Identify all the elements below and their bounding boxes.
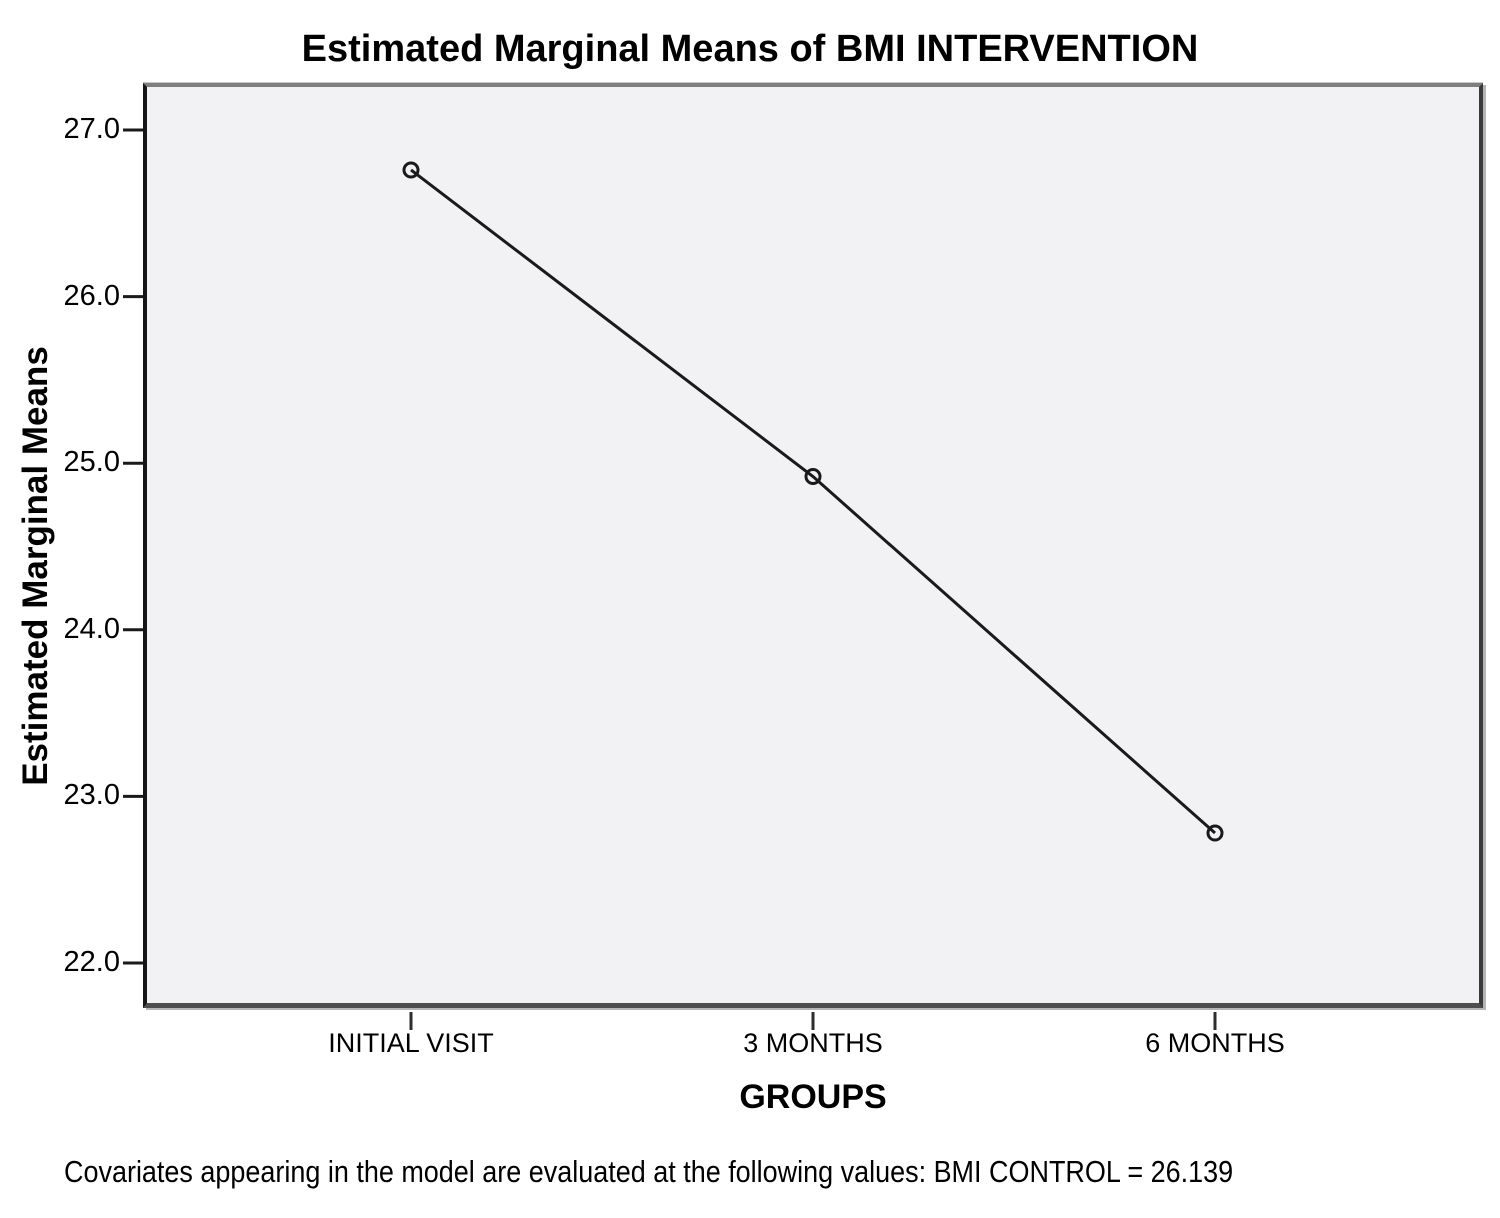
y-tick-label: 22.0 bbox=[63, 946, 120, 978]
chart-title: Estimated Marginal Means of BMI INTERVEN… bbox=[301, 28, 1199, 70]
plot-area bbox=[143, 83, 1483, 1008]
x-axis-title: GROUPS bbox=[739, 1078, 887, 1116]
y-tick-label: 24.0 bbox=[63, 612, 120, 645]
x-tick-label: INITIAL VISIT bbox=[328, 1028, 494, 1058]
y-tick-label: 23.0 bbox=[63, 779, 120, 812]
y-tick-label: 27.0 bbox=[63, 113, 120, 145]
y-axis-title: Estimated Marginal Means bbox=[16, 346, 55, 786]
y-tick-label: 26.0 bbox=[63, 279, 120, 312]
x-tick-label: 3 MONTHS bbox=[743, 1028, 883, 1058]
covariates-footnote: Covariates appearing in the model are ev… bbox=[64, 1154, 1234, 1189]
y-tick-label: 25.0 bbox=[63, 446, 120, 479]
x-tick-label: 6 MONTHS bbox=[1145, 1028, 1285, 1058]
